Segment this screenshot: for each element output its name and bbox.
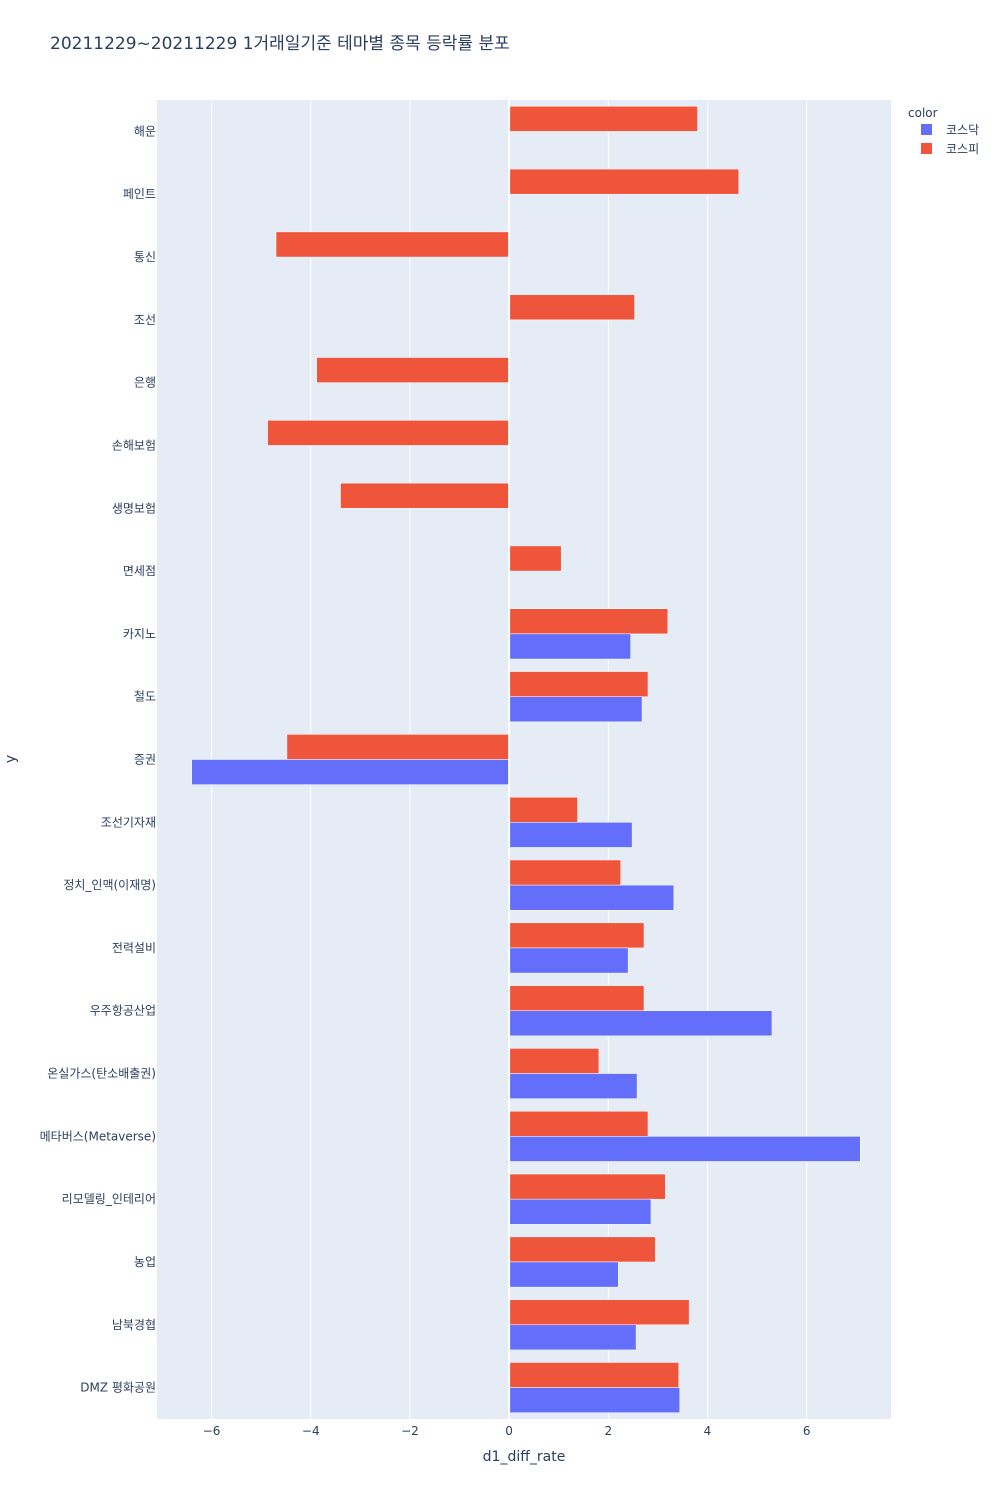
bar-kospi[interactable]	[340, 482, 510, 509]
y-tick-label: 메타버스(Metaverse)	[40, 1129, 156, 1143]
y-tick-label: 남북경협	[112, 1318, 156, 1332]
bar-kospi[interactable]	[508, 168, 739, 195]
chart-title: 20211229~20211229 1거래일기준 테마별 종목 등락률 분포	[50, 34, 510, 54]
bar-kosdaq[interactable]	[508, 1324, 637, 1351]
y-tick-label: 페인트	[123, 187, 156, 201]
x-tick-labels: −6 −4 −2 0 2 4 6	[203, 1424, 811, 1438]
x-tick-label: −4	[302, 1424, 320, 1438]
bar-kospi[interactable]	[508, 1048, 600, 1074]
x-axis-title: d1_diff_rate	[483, 1449, 566, 1465]
bar-kospi[interactable]	[508, 545, 562, 572]
legend-swatch-kosdaq	[921, 124, 932, 135]
y-tick-label: 조선기자재	[101, 815, 156, 829]
bar-kospi[interactable]	[508, 608, 669, 635]
y-tick-label: DMZ 평화공원	[80, 1381, 156, 1395]
y-tick-label: 온실가스(탄소배출권)	[47, 1067, 156, 1081]
bar-kosdaq[interactable]	[508, 884, 675, 911]
bar-kospi[interactable]	[508, 796, 578, 823]
y-tick-label: 해운	[134, 124, 156, 138]
bar-kospi[interactable]	[508, 1236, 656, 1263]
bar-kosdaq[interactable]	[508, 1010, 773, 1037]
bar-kospi[interactable]	[508, 294, 635, 321]
bar-kospi[interactable]	[508, 1173, 666, 1200]
bar-kospi[interactable]	[508, 671, 649, 697]
legend: color 코스닥 코스피	[908, 106, 979, 156]
y-tick-label: 통신	[134, 250, 156, 264]
bar-kospi[interactable]	[267, 420, 510, 446]
bar-kosdaq[interactable]	[508, 1073, 638, 1099]
bar-kosdaq[interactable]	[191, 759, 510, 785]
bar-kosdaq[interactable]	[508, 1136, 861, 1162]
legend-swatch-kospi	[921, 143, 932, 154]
bar-kospi[interactable]	[508, 1110, 649, 1137]
y-tick-label: 면세점	[123, 564, 156, 578]
y-tick-label: 증권	[134, 753, 156, 767]
bar-kospi[interactable]	[508, 1362, 679, 1388]
bar-kospi[interactable]	[508, 1299, 690, 1326]
y-tick-label: 손해보험	[112, 438, 156, 452]
x-tick-label: 6	[803, 1424, 811, 1438]
bar-kosdaq[interactable]	[508, 822, 633, 848]
bar-kosdaq[interactable]	[508, 947, 629, 974]
y-tick-label: 철도	[134, 690, 156, 704]
bar-kospi[interactable]	[508, 985, 645, 1011]
bar-kospi[interactable]	[316, 357, 510, 383]
y-tick-label: 생명보험	[112, 501, 156, 515]
y-tick-label: 리모델링_인테리어	[62, 1192, 156, 1206]
x-tick-label: 4	[704, 1424, 712, 1438]
bar-kosdaq[interactable]	[508, 1198, 652, 1225]
bar-kospi[interactable]	[286, 734, 510, 760]
y-tick-label: 농업	[134, 1255, 156, 1269]
legend-label-kospi: 코스피	[946, 142, 979, 156]
bar-kospi[interactable]	[275, 231, 510, 258]
bar-kosdaq[interactable]	[508, 1261, 619, 1288]
bar-kosdaq[interactable]	[508, 696, 643, 723]
x-tick-label: 0	[505, 1424, 513, 1438]
bar-kosdaq[interactable]	[508, 1387, 680, 1413]
bar-kospi[interactable]	[508, 922, 645, 949]
bar-kospi[interactable]	[508, 106, 698, 132]
y-tick-label: 카지노	[123, 627, 156, 641]
y-tick-labels: 해운페인트통신조선은행손해보험생명보험면세점카지노철도증권조선기자재정치_인맥(…	[40, 124, 156, 1394]
legend-title: color	[908, 106, 938, 120]
x-tick-label: −2	[401, 1424, 419, 1438]
legend-item-kosdaq[interactable]: 코스닥	[921, 123, 979, 137]
y-axis-title: y	[3, 755, 19, 763]
y-tick-label: 정치_인맥(이재명)	[63, 878, 156, 892]
y-tick-label: 은행	[134, 375, 156, 390]
bar-kosdaq[interactable]	[508, 633, 631, 660]
x-tick-label: 2	[604, 1424, 612, 1438]
x-tick-label: −6	[203, 1424, 221, 1438]
y-tick-label: 전력설비	[112, 941, 156, 955]
legend-label-kosdaq: 코스닥	[946, 123, 979, 137]
legend-item-kospi[interactable]: 코스피	[921, 142, 979, 156]
bar-kospi[interactable]	[508, 859, 621, 886]
y-tick-label: 우주항공산업	[90, 1004, 156, 1018]
y-tick-label: 조선	[134, 313, 156, 327]
